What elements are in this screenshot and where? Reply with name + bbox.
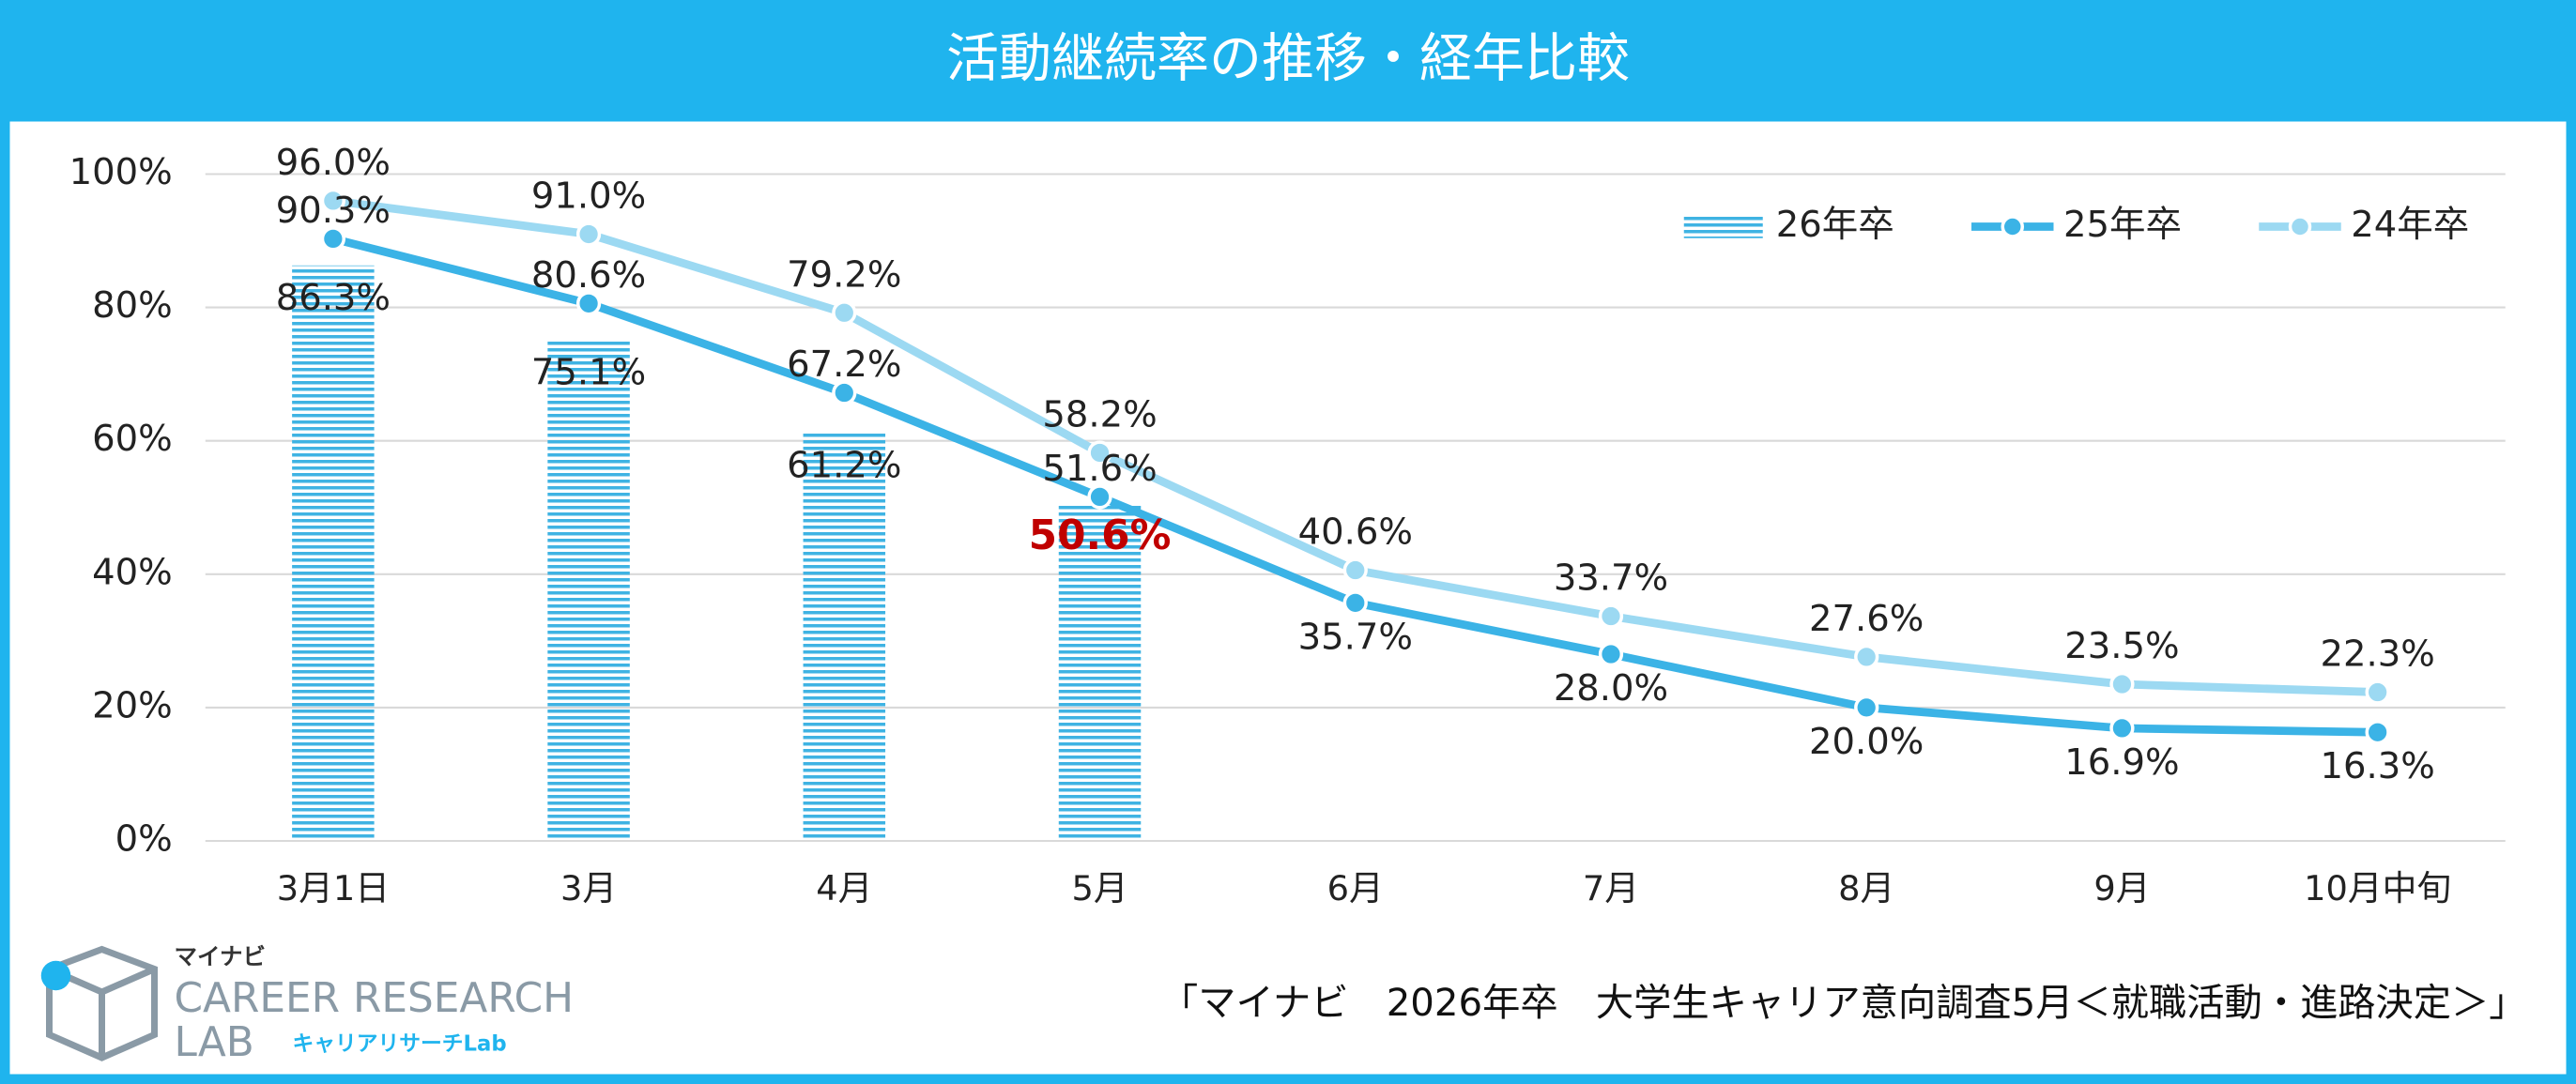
data-label: 50.6% bbox=[1029, 511, 1172, 559]
data-label: 91.0% bbox=[531, 175, 646, 217]
data-label: 61.2% bbox=[787, 444, 901, 486]
y-tick-label: 20% bbox=[92, 684, 173, 726]
x-tick-label: 6月 bbox=[1327, 868, 1384, 908]
marker bbox=[832, 380, 857, 405]
bar bbox=[292, 265, 375, 841]
marker bbox=[1342, 590, 1368, 616]
x-tick-label: 8月 bbox=[1838, 868, 1894, 908]
logo-line1: CAREER RESEARCH bbox=[175, 974, 575, 1022]
bar bbox=[547, 340, 630, 841]
marker bbox=[1087, 484, 1112, 510]
legend-marker bbox=[2288, 215, 2312, 238]
data-label: 75.1% bbox=[531, 352, 646, 394]
data-label: 96.0% bbox=[276, 142, 391, 184]
data-label: 16.3% bbox=[2320, 745, 2434, 787]
data-label: 20.0% bbox=[1809, 721, 1924, 763]
logo-brand: マイナビ bbox=[175, 942, 267, 969]
legend-label: 25年卒 bbox=[2063, 204, 2182, 246]
x-tick-label: 5月 bbox=[1071, 868, 1127, 908]
x-tick-label: 10月中旬 bbox=[2304, 868, 2451, 908]
data-label: 16.9% bbox=[2064, 741, 2179, 784]
marker bbox=[575, 291, 602, 316]
y-tick-label: 60% bbox=[92, 418, 173, 460]
legend-swatch bbox=[1683, 215, 1763, 238]
data-label: 80.6% bbox=[531, 254, 646, 297]
marker bbox=[1342, 557, 1368, 583]
legend-marker bbox=[2001, 215, 2024, 238]
marker bbox=[832, 300, 857, 326]
data-label: 23.5% bbox=[2064, 625, 2179, 667]
marker bbox=[1598, 641, 1624, 667]
data-label: 79.2% bbox=[787, 253, 901, 296]
logo-sub: キャリアリサーチLab bbox=[293, 1032, 507, 1057]
data-label: 51.6% bbox=[1042, 448, 1157, 490]
data-label: 33.7% bbox=[1554, 557, 1668, 600]
data-label: 90.3% bbox=[276, 190, 391, 232]
x-tick-label: 3月1日 bbox=[277, 868, 390, 908]
source: 「マイナビ 2026年卒 大学生キャリア意向調査5月＜就職活動・進路決定＞」 bbox=[1160, 982, 2526, 1025]
marker bbox=[320, 188, 345, 214]
legend-label: 24年卒 bbox=[2351, 204, 2469, 246]
bar bbox=[803, 433, 886, 841]
y-tick-label: 0% bbox=[115, 818, 173, 861]
data-label: 58.2% bbox=[1042, 393, 1157, 435]
marker bbox=[1854, 644, 1879, 670]
marker bbox=[1598, 603, 1624, 629]
y-tick-label: 100% bbox=[69, 151, 173, 193]
legend-label: 26年卒 bbox=[1776, 204, 1894, 246]
data-label: 27.6% bbox=[1809, 598, 1924, 640]
marker bbox=[575, 221, 602, 247]
data-label: 22.3% bbox=[2320, 634, 2434, 676]
data-label: 35.7% bbox=[1298, 616, 1413, 658]
bar bbox=[1058, 503, 1142, 841]
logo-dot bbox=[40, 960, 71, 991]
data-label: 40.6% bbox=[1298, 511, 1413, 554]
marker bbox=[320, 226, 345, 252]
logo: マイナビ CAREER RESEARCH LAB キャリアリサーチLab bbox=[40, 942, 575, 1066]
x-tick-label: 9月 bbox=[2093, 868, 2150, 908]
logo-line2: LAB bbox=[175, 1018, 254, 1066]
marker bbox=[2109, 671, 2135, 697]
data-label: 67.2% bbox=[787, 344, 901, 386]
title-band bbox=[0, 0, 2576, 122]
marker bbox=[1087, 440, 1112, 466]
marker bbox=[2365, 720, 2390, 745]
x-tick-label: 7月 bbox=[1583, 868, 1639, 908]
marker bbox=[2109, 715, 2135, 741]
chart-title: 活動継続率の推移・経年比較 bbox=[946, 29, 1630, 90]
data-label: 86.3% bbox=[276, 277, 391, 319]
data-label: 28.0% bbox=[1554, 667, 1668, 710]
marker bbox=[2365, 679, 2390, 705]
y-tick-label: 40% bbox=[92, 551, 173, 593]
y-tick-label: 80% bbox=[92, 284, 173, 327]
x-tick-label: 4月 bbox=[816, 868, 872, 908]
x-tick-label: 3月 bbox=[560, 868, 617, 908]
marker bbox=[1854, 695, 1879, 721]
